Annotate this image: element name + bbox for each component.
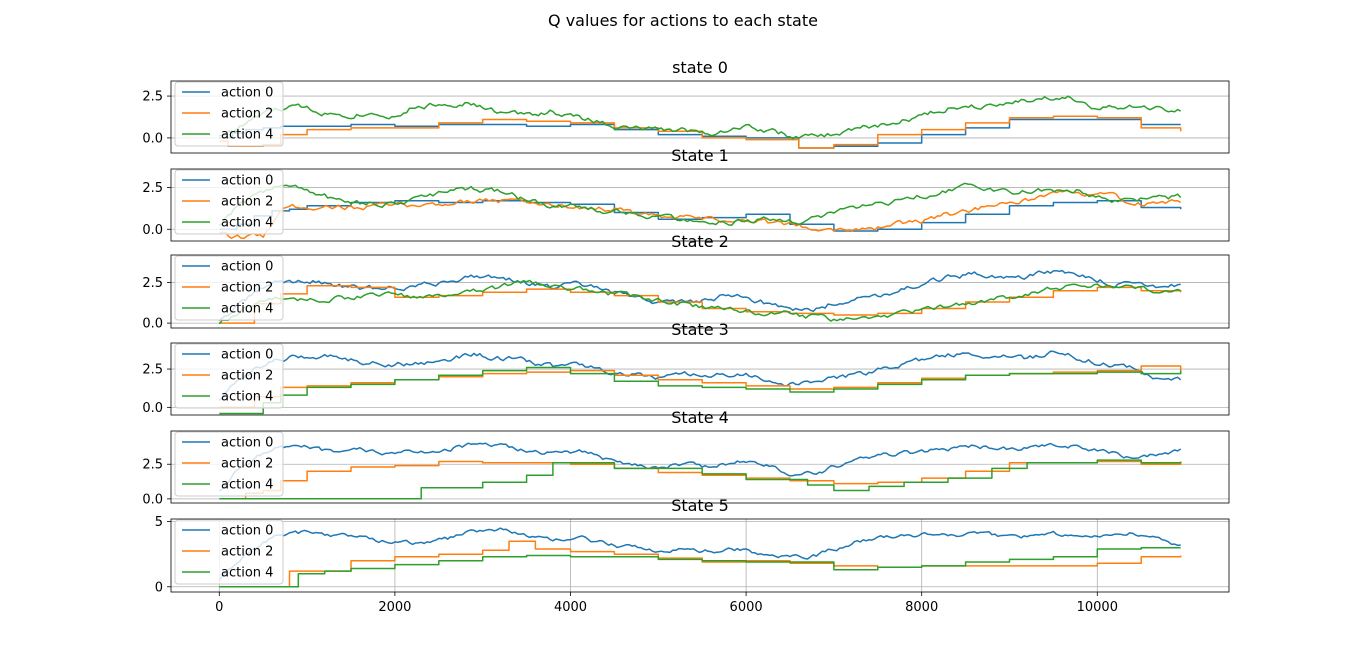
legend: action 0 action 2 action 4 [174, 81, 284, 147]
subplot-title: State 4 [671, 408, 729, 427]
legend-label: action 0 [221, 436, 273, 451]
series-line-action-4 [218, 182, 1182, 226]
y-tick-label: 2.5 [142, 90, 163, 105]
series-group [218, 442, 1182, 500]
series-group [218, 182, 1182, 240]
legend-label: action 2 [221, 457, 273, 472]
legend-label: action 2 [221, 545, 273, 560]
axes-frame [170, 254, 1230, 329]
legend-box [174, 343, 284, 409]
legend-label: action 2 [221, 281, 273, 296]
legend: action 0 action 2 action 4 [174, 519, 284, 585]
y-tick-label: 0.0 [142, 492, 163, 507]
legend-label: action 0 [221, 86, 273, 101]
y-tick-label: 0.0 [142, 223, 163, 238]
legend-label: action 4 [221, 566, 273, 581]
series-line-action-0 [218, 350, 1182, 401]
series-line-action-0 [218, 442, 1182, 492]
series-line-action-0 [219, 118, 1181, 149]
legend-label: action 4 [221, 128, 273, 143]
y-tick-label: 5 [155, 515, 163, 530]
subplot-4: State 4 0.0 2.5 action 0 action 2 action 4 [142, 408, 1230, 507]
x-tick-label: 10000 [1077, 600, 1118, 615]
series-line-action-2 [219, 115, 1182, 149]
series-line-action-2 [219, 540, 1182, 588]
axes-frame [170, 168, 1230, 242]
legend-label: action 4 [221, 478, 273, 493]
y-tick-label: 0.0 [142, 131, 163, 146]
series-line-action-4 [218, 279, 1181, 325]
y-tick-label: 0.0 [142, 317, 163, 332]
subplot-2: State 2 0.0 2.5 action 0 action 2 action 4 [142, 232, 1230, 332]
legend: action 0 action 2 action 4 [174, 343, 284, 409]
x-tick-label: 0 [215, 600, 223, 615]
legend-box [174, 431, 284, 497]
y-tick-label: 2.5 [142, 276, 163, 291]
subplot-title: State 1 [671, 146, 729, 165]
legend-box [174, 81, 284, 147]
series-line-action-0 [219, 200, 1182, 232]
y-tick-label: 2.5 [142, 363, 163, 378]
y-tick-label: 2.5 [142, 181, 163, 196]
series-line-action-2 [219, 285, 1182, 324]
legend-label: action 2 [221, 195, 273, 210]
subplot-title: State 2 [671, 232, 729, 251]
legend: action 0 action 2 action 4 [174, 431, 284, 497]
subplot-title: state 0 [672, 58, 728, 77]
legend-label: action 0 [221, 524, 273, 539]
x-tick-label: 4000 [554, 600, 587, 615]
series-group [218, 269, 1182, 325]
subplot-1: State 1 0.0 2.5 action 0 action 2 action 4 [142, 146, 1230, 242]
series-line-action-0 [218, 527, 1181, 581]
x-tick-label: 8000 [905, 600, 938, 615]
legend-label: action 4 [221, 302, 273, 317]
subplot-3: State 3 0.0 2.5 action 0 action 2 action 4 [142, 320, 1230, 416]
y-tick-label: 0.0 [142, 401, 163, 416]
legend-label: action 2 [221, 369, 273, 384]
axes-frame [170, 518, 1230, 593]
series-group [218, 527, 1182, 588]
legend: action 0 action 2 action 4 [174, 169, 284, 235]
series-group [219, 95, 1182, 149]
y-tick-label: 2.5 [142, 458, 163, 473]
axes-frame [170, 342, 1230, 416]
series-group [218, 350, 1182, 415]
figure-suptitle: Q values for actions to each state [548, 11, 818, 30]
subplot-title: State 3 [671, 320, 729, 339]
series-line-action-4 [219, 95, 1182, 140]
legend-label: action 0 [221, 174, 273, 189]
y-tick-label: 0 [155, 580, 163, 595]
axes-frame [170, 80, 1230, 154]
legend-label: action 2 [221, 107, 273, 122]
legend-box [174, 255, 284, 321]
legend-label: action 0 [221, 348, 273, 363]
series-line-action-4 [219, 546, 1181, 588]
legend-box [174, 519, 284, 585]
series-line-action-4 [219, 459, 1182, 500]
legend-label: action 4 [221, 390, 273, 405]
legend-box [174, 169, 284, 235]
subplot-title: State 5 [671, 496, 729, 515]
x-tick-label: 2000 [378, 600, 411, 615]
series-line-action-2 [219, 460, 1182, 500]
subplot-0: state 0 0.0 2.5 action 0 action 2 action 4 [142, 58, 1230, 154]
legend: action 0 action 2 action 4 [174, 255, 284, 321]
x-tick-label: 6000 [730, 600, 763, 615]
series-line-action-4 [219, 366, 1182, 415]
legend-label: action 4 [221, 216, 273, 231]
axes-frame [170, 430, 1230, 504]
legend-label: action 0 [221, 260, 273, 275]
